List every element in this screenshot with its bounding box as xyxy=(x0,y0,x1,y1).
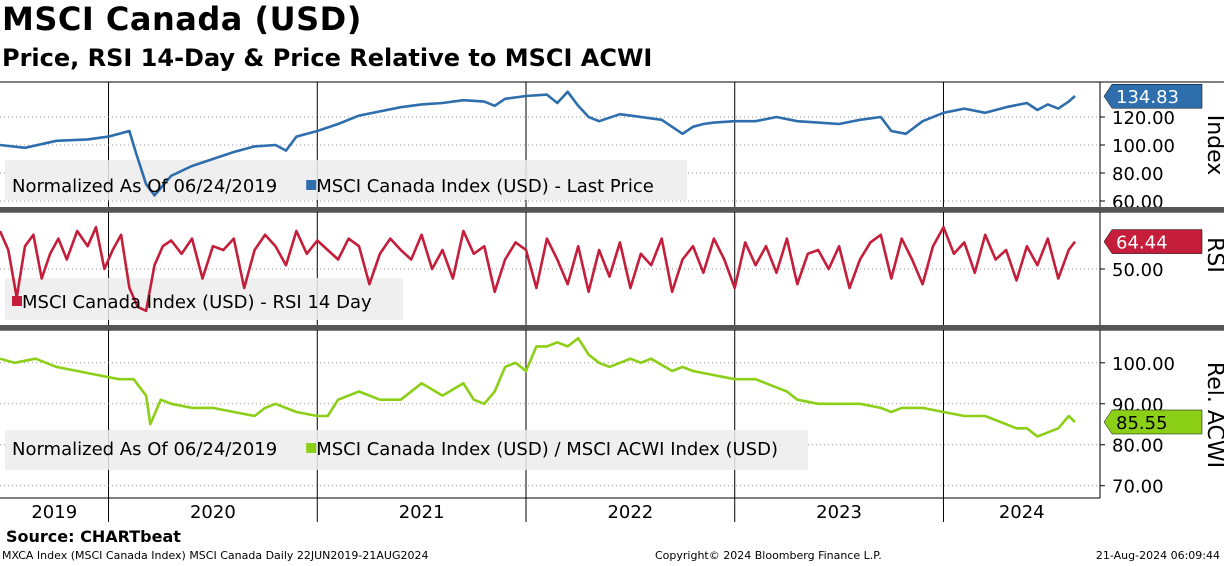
legend-swatch xyxy=(306,180,317,190)
legend-box xyxy=(5,430,808,470)
legend-swatch xyxy=(306,443,317,453)
y-tick-label: 100.00 xyxy=(1112,354,1175,375)
series-line xyxy=(0,336,1076,438)
y-tick-label: 100.00 xyxy=(1112,136,1175,157)
series-line xyxy=(0,225,1077,313)
last-value-label: 134.83 xyxy=(1116,87,1179,108)
y-axis-title: Rel. ACWI xyxy=(1202,362,1224,468)
panel-separator xyxy=(0,325,1224,330)
x-tick-label: 2023 xyxy=(816,502,862,523)
chart-title: MSCI Canada (USD) xyxy=(2,0,362,38)
y-tick-label: 120.00 xyxy=(1112,108,1175,129)
last-value-tag xyxy=(1103,83,1203,109)
legend-label: MSCI Canada Index (USD) - RSI 14 Day xyxy=(22,292,372,313)
y-tick-label: 80.00 xyxy=(1112,164,1164,185)
source-label: Source: CHARTbeat xyxy=(6,527,181,546)
legend-box xyxy=(5,278,403,320)
timestamp: 21-Aug-2024 06:09:44 xyxy=(1095,549,1220,562)
y-tick-label: 70.00 xyxy=(1112,477,1164,498)
legend-label: Normalized As Of 06/24/2019 xyxy=(12,439,277,460)
last-value-label: 85.55 xyxy=(1116,413,1168,434)
legend-box xyxy=(5,160,687,200)
series-line xyxy=(0,90,1076,197)
last-value-tag xyxy=(1103,229,1203,254)
last-value-tag xyxy=(1103,409,1203,435)
panel-separator xyxy=(0,207,1224,212)
legend-swatch xyxy=(12,296,22,306)
copyright-notice: Copyright© 2024 Bloomberg Finance L.P. xyxy=(655,549,882,562)
legend-label: Normalized As Of 06/24/2019 xyxy=(12,176,277,197)
x-tick-label: 2022 xyxy=(607,502,653,523)
y-tick-label: 80.00 xyxy=(1112,436,1164,457)
y-tick-label: 50.00 xyxy=(1112,260,1164,281)
last-value-label: 64.44 xyxy=(1116,233,1168,254)
legend-label: MSCI Canada Index (USD) - Last Price xyxy=(316,176,654,197)
x-tick-label: 2019 xyxy=(31,502,77,523)
y-axis-title: Index xyxy=(1202,115,1224,176)
x-tick-label: 2020 xyxy=(190,502,236,523)
y-axis-title: RSI xyxy=(1202,237,1224,273)
legend-label: MSCI Canada Index (USD) / MSCI ACWI Inde… xyxy=(316,439,778,460)
chart-subtitle: Price, RSI 14-Day & Price Relative to MS… xyxy=(2,44,653,72)
ticker-info: MXCA Index (MSCI Canada Index) MSCI Cana… xyxy=(2,549,429,562)
x-tick-label: 2024 xyxy=(999,502,1045,523)
x-tick-label: 2021 xyxy=(399,502,445,523)
